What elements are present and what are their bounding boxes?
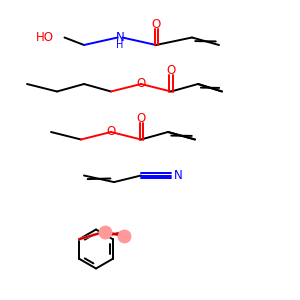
Text: N: N <box>174 169 183 182</box>
Text: H: H <box>116 40 124 50</box>
Text: N: N <box>116 31 124 44</box>
Text: HO: HO <box>36 31 54 44</box>
Text: O: O <box>136 112 146 125</box>
Text: O: O <box>167 64 176 77</box>
Text: O: O <box>152 17 160 31</box>
Text: O: O <box>106 125 116 138</box>
Text: O: O <box>136 77 146 90</box>
